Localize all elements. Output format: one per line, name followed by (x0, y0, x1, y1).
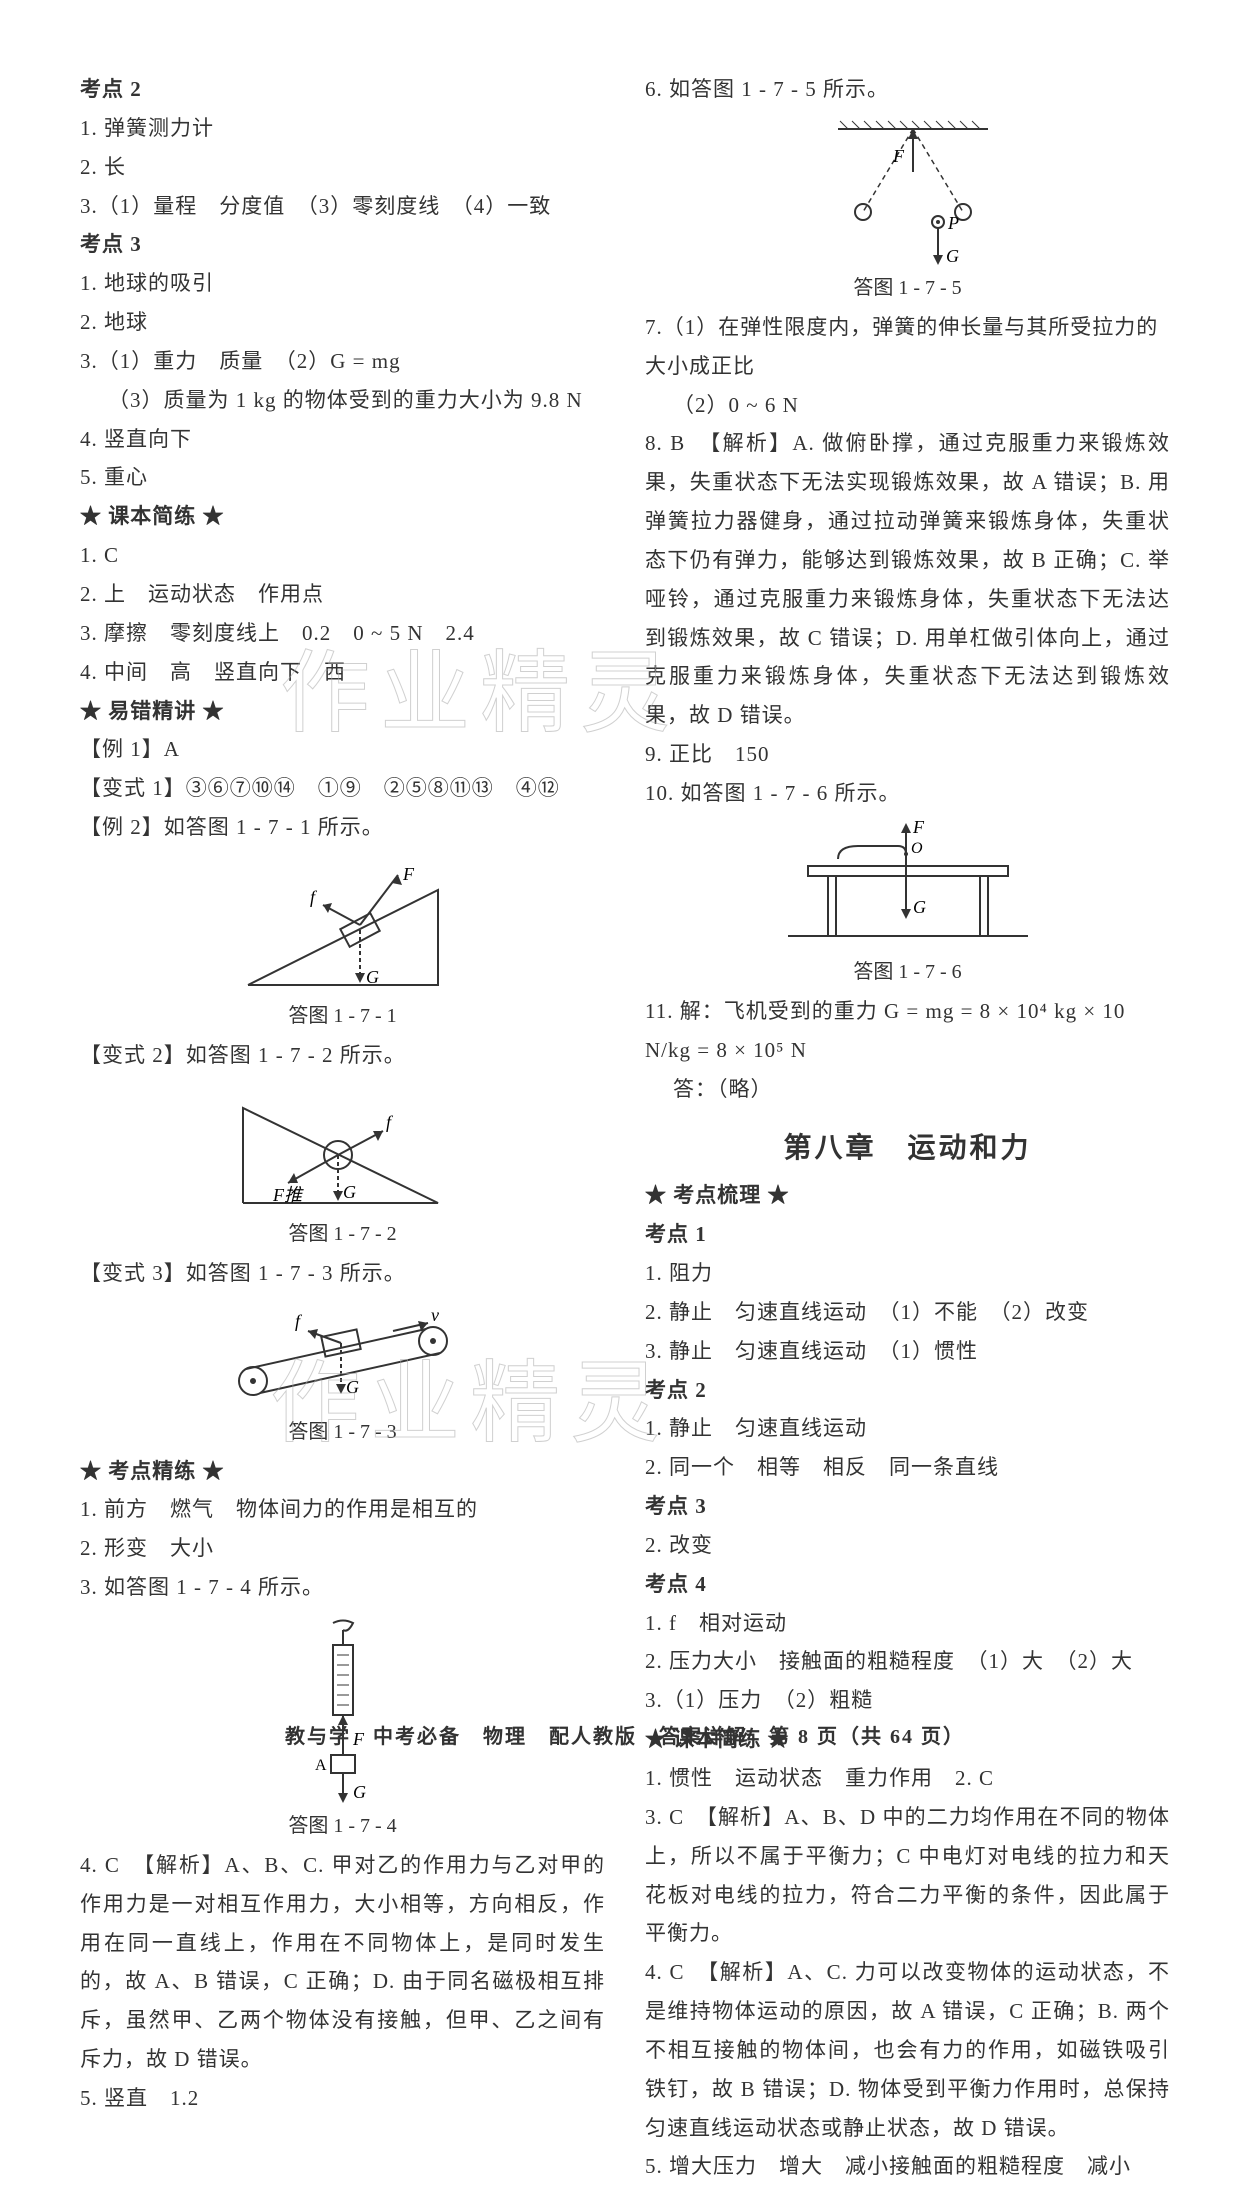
text-line: 【变式 2】如答图 1 - 7 - 2 所示。 (80, 1036, 605, 1075)
text-line: 2. 改变 (645, 1526, 1170, 1565)
figure-1-7-5: F P G 答图 1 - 7 - 5 (645, 117, 1170, 300)
text-line: 3. 摩擦 零刻度线上 0.2 0 ~ 5 N 2.4 (80, 614, 605, 653)
text-line: 8. B 【解析】A. 做俯卧撑，通过克服重力来锻炼效果，失重状态下无法实现锻炼… (645, 424, 1170, 735)
svg-text:P: P (947, 213, 959, 233)
heading-kdsl: ★ 考点梳理 ★ (645, 1176, 1170, 1215)
text-line: 1. 前方 燃气 物体间力的作用是相互的 (80, 1490, 605, 1529)
text-line: 2. 静止 匀速直线运动 （1）不能 （2）改变 (645, 1293, 1170, 1332)
text-line: 2. 长 (80, 148, 605, 187)
text-line: 5. 增大压力 增大 减小接触面的粗糙程度 减小 (645, 2147, 1170, 2186)
heading-kd1: 考点 1 (645, 1215, 1170, 1254)
heading-kdjl: ★ 考点精练 ★ (80, 1452, 605, 1491)
chapter-title: 第八章 运动和力 (645, 1126, 1170, 1166)
svg-text:G: G (366, 967, 379, 987)
svg-text:G: G (343, 1182, 356, 1202)
text-line: 4. 竖直向下 (80, 420, 605, 459)
page-footer: 教与学 中考必备 物理 配人教版 答案详解 第 8 页（共 64 页） (0, 1720, 1250, 1749)
figure-caption: 答图 1 - 7 - 1 (288, 999, 396, 1028)
heading-ycjj: ★ 易错精讲 ★ (80, 692, 605, 731)
figure-1-7-3: f v G 答图 1 - 7 - 3 (80, 1301, 605, 1444)
conveyor-diagram-icon: f v G (213, 1301, 473, 1411)
svg-text:F推: F推 (272, 1185, 304, 1205)
heading-kd4: 考点 4 (645, 1565, 1170, 1604)
text-line: 4. 中间 高 竖直向下 西 (80, 653, 605, 692)
text-line: 1. 地球的吸引 (80, 264, 605, 303)
text-line: 1. 弹簧测力计 (80, 109, 605, 148)
figure-caption: 答图 1 - 7 - 5 (853, 271, 961, 300)
figure-1-7-1: F f G 答图 1 - 7 - 1 (80, 855, 605, 1028)
svg-text:F: F (892, 146, 905, 166)
text-line: 11. 解：飞机受到的重力 G = mg = 8 × 10⁴ kg × 10 N… (645, 992, 1170, 1070)
text-line: 1. 阻力 (645, 1254, 1170, 1293)
text-line: 5. 重心 (80, 458, 605, 497)
heading-kd2: 考点 2 (80, 70, 605, 109)
right-column: 6. 如答图 1 - 7 - 5 所示。 F P (645, 70, 1170, 1690)
svg-text:G: G (946, 246, 959, 266)
table-diagram-icon: O F G (778, 821, 1038, 951)
svg-text:O: O (911, 840, 923, 857)
two-column-layout: 考点 2 1. 弹簧测力计 2. 长 3.（1）量程 分度值 （3）零刻度线 （… (80, 70, 1170, 1690)
text-line: 1. f 相对运动 (645, 1604, 1170, 1643)
figure-1-7-6: O F G 答图 1 - 7 - 6 (645, 821, 1170, 984)
text-line: 4. C 【解析】A、B、C. 甲对乙的作用力与乙对甲的作用力是一对相互作用力，… (80, 1846, 605, 2079)
left-column: 考点 2 1. 弹簧测力计 2. 长 3.（1）量程 分度值 （3）零刻度线 （… (80, 70, 605, 1690)
text-line: 【变式 3】如答图 1 - 7 - 3 所示。 (80, 1254, 605, 1293)
svg-text:F: F (912, 821, 925, 837)
text-line: 【例 2】如答图 1 - 7 - 1 所示。 (80, 808, 605, 847)
spring-scale-diagram-icon: F A G (283, 1615, 403, 1805)
figure-caption: 答图 1 - 7 - 6 (853, 955, 961, 984)
text-line: 10. 如答图 1 - 7 - 6 所示。 (645, 774, 1170, 813)
text-line: 7.（1）在弹性限度内，弹簧的伸长量与其所受拉力的大小成正比 (645, 308, 1170, 386)
text-line: 3. C 【解析】A、B、D 中的二力均作用在不同的物体上，所以不属于平衡力；C… (645, 1798, 1170, 1953)
svg-text:f: f (310, 887, 318, 907)
figure-caption: 答图 1 - 7 - 2 (288, 1217, 396, 1246)
text-line: 2. 同一个 相等 相反 同一条直线 (645, 1448, 1170, 1487)
text-line: 1. 惯性 运动状态 重力作用 2. C (645, 1759, 1170, 1798)
text-line: 6. 如答图 1 - 7 - 5 所示。 (645, 70, 1170, 109)
text-line: 3.（1）重力 质量 （2）G = mg (80, 342, 605, 381)
text-line: 4. C 【解析】A、C. 力可以改变物体的运动状态，不是维持物体运动的原因，故… (645, 1953, 1170, 2147)
text-line: 1. 静止 匀速直线运动 (645, 1409, 1170, 1448)
svg-text:A: A (315, 1757, 327, 1774)
text-line: 5. 竖直 1.2 (80, 2079, 605, 2118)
text-line: 2. 上 运动状态 作用点 (80, 575, 605, 614)
text-line: 3.（1）量程 分度值 （3）零刻度线 （4）一致 (80, 187, 605, 226)
text-line: 3.（1）压力 （2）粗糙 (645, 1681, 1170, 1720)
text-line: 【变式 1】③⑥⑦⑩⑭ ①⑨ ②⑤⑧⑪⑬ ④⑫ (80, 769, 605, 808)
text-line: （2）0 ~ 6 N (645, 386, 1170, 425)
text-line: 2. 地球 (80, 303, 605, 342)
svg-text:f: f (386, 1112, 394, 1132)
text-line: 3. 静止 匀速直线运动 （1）惯性 (645, 1332, 1170, 1371)
text-line: 答：（略） (645, 1070, 1170, 1109)
heading-kd3: 考点 3 (80, 225, 605, 264)
figure-caption: 答图 1 - 7 - 3 (288, 1415, 396, 1444)
text-line: 2. 形变 大小 (80, 1529, 605, 1568)
text-line: （3）质量为 1 kg 的物体受到的重力大小为 9.8 N (80, 381, 605, 420)
heading-kd2: 考点 2 (645, 1371, 1170, 1410)
incline-diagram-icon: F f G (228, 855, 458, 995)
figure-caption: 答图 1 - 7 - 4 (288, 1809, 396, 1838)
text-line: 9. 正比 150 (645, 735, 1170, 774)
pulley-diagram-icon: F P G (798, 117, 1018, 267)
svg-text:G: G (353, 1782, 366, 1802)
svg-text:f: f (295, 1311, 303, 1331)
svg-text:G: G (913, 897, 926, 917)
heading-kbjl: ★ 课本简练 ★ (80, 497, 605, 536)
svg-text:v: v (431, 1305, 439, 1325)
incline-diagram-2-icon: F推 f G (228, 1083, 458, 1213)
text-line: 3. 如答图 1 - 7 - 4 所示。 (80, 1568, 605, 1607)
svg-text:G: G (346, 1377, 359, 1397)
text-line: 【例 1】A (80, 730, 605, 769)
heading-kd3: 考点 3 (645, 1487, 1170, 1526)
figure-1-7-2: F推 f G 答图 1 - 7 - 2 (80, 1083, 605, 1246)
svg-text:F: F (402, 864, 415, 884)
text-line: 2. 压力大小 接触面的粗糙程度 （1）大 （2）大 (645, 1642, 1170, 1681)
text-line: 1. C (80, 536, 605, 575)
